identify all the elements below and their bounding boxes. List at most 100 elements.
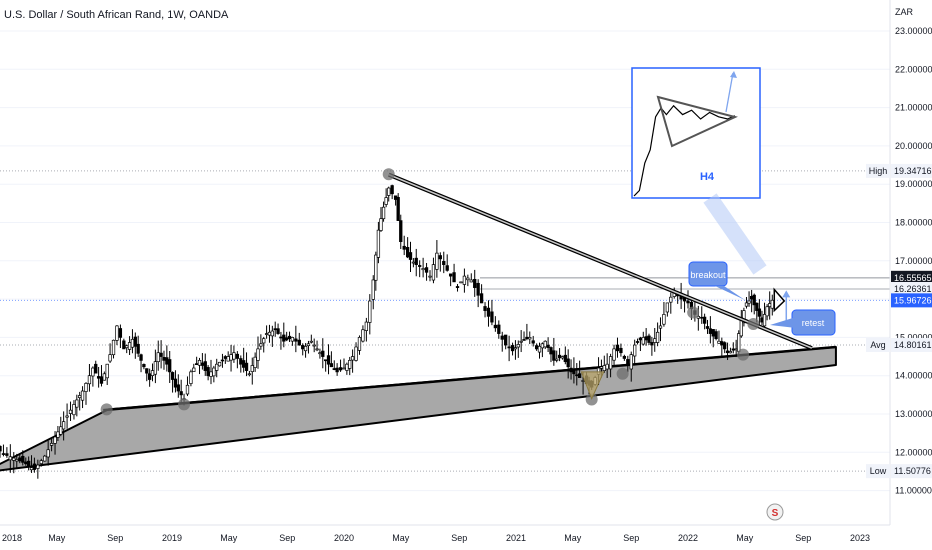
- candle-body: [264, 333, 269, 335]
- candle-body: [486, 307, 491, 317]
- price-label-box: [891, 163, 932, 178]
- candle-body: [217, 361, 222, 367]
- candle-body: [762, 314, 767, 327]
- candle-body: [569, 367, 573, 373]
- x-tick-label: Sep: [451, 533, 467, 543]
- candle-body: [262, 338, 266, 344]
- candle-body: [285, 337, 289, 341]
- candle-body: [768, 303, 772, 307]
- candle-body: [752, 294, 756, 306]
- candle-body: [348, 360, 352, 369]
- candle-body: [402, 245, 406, 250]
- candle-body: [136, 343, 140, 354]
- candle-body: [212, 367, 216, 377]
- candle-body: [507, 346, 511, 349]
- candle-body: [371, 279, 375, 300]
- candle-body: [438, 255, 442, 260]
- inset-price-line: [633, 104, 736, 197]
- candle-body: [714, 331, 718, 340]
- y-tick-label: 18.00000: [895, 218, 932, 228]
- candle-body: [65, 415, 69, 418]
- candle-body: [68, 409, 73, 414]
- candle-body: [755, 302, 759, 311]
- candle-body: [87, 375, 92, 385]
- candle-body: [364, 321, 369, 331]
- candle-body: [0, 445, 2, 452]
- candle-body: [12, 457, 16, 461]
- candle-body: [127, 342, 132, 350]
- candle-body: [80, 390, 85, 401]
- candle-body: [431, 264, 436, 281]
- x-tick-label: May: [392, 533, 410, 543]
- candle-body: [329, 363, 334, 368]
- candle-body: [315, 348, 319, 351]
- candle-body: [723, 342, 727, 350]
- price-label-box: [891, 464, 932, 479]
- candle-body: [455, 286, 460, 288]
- candle-body: [345, 363, 349, 371]
- candle-body: [105, 363, 109, 379]
- candle-body: [396, 197, 400, 221]
- candle-body: [200, 362, 205, 366]
- candle-body: [459, 281, 463, 284]
- candle-body: [206, 367, 210, 377]
- candle-body: [686, 300, 690, 304]
- candle-body: [226, 356, 230, 362]
- price-tag-label: High: [869, 166, 888, 176]
- candle-body: [414, 257, 418, 265]
- candle-body: [626, 359, 630, 365]
- candle-body: [29, 467, 34, 471]
- candle-body: [150, 370, 155, 376]
- candle-body: [669, 296, 673, 303]
- candle-body: [605, 363, 609, 370]
- candle-body: [324, 359, 328, 362]
- candle-body: [641, 337, 645, 345]
- candle-body: [232, 352, 236, 360]
- candle-body: [537, 345, 542, 353]
- candle-body: [282, 334, 286, 342]
- price-tag-box: [866, 337, 890, 352]
- candle-body: [711, 329, 715, 337]
- candle-body: [247, 373, 252, 376]
- price-label-box: [891, 337, 932, 352]
- projection-arrow-head: [782, 290, 791, 298]
- x-tick-label: May: [220, 533, 238, 543]
- candle-body: [662, 314, 666, 325]
- candle-body: [428, 275, 432, 278]
- candle-body: [250, 365, 254, 372]
- candle-body: [742, 310, 746, 324]
- price-label-value: 15.96726: [894, 295, 932, 305]
- price-label-box: [891, 293, 932, 308]
- candle-body: [525, 336, 529, 340]
- candle-body: [608, 356, 613, 370]
- candle-body: [622, 355, 627, 359]
- candle-body: [125, 345, 129, 349]
- candle-body: [647, 335, 651, 343]
- candle-body: [242, 360, 246, 368]
- pivot-marker: [178, 398, 191, 411]
- candle-body: [760, 317, 764, 323]
- candle-body: [253, 356, 257, 368]
- candle-body: [94, 363, 98, 374]
- price-label-value: 11.50776: [894, 466, 931, 476]
- candle-body: [379, 218, 383, 231]
- candle-body: [91, 367, 95, 377]
- y-tick-label: 11.00000: [895, 486, 932, 496]
- candle-body: [581, 380, 585, 382]
- candle-body: [96, 376, 101, 379]
- pivot-marker: [382, 168, 395, 181]
- price-label-value: 16.26361: [894, 284, 932, 294]
- candle-body: [635, 341, 640, 343]
- candle-body: [390, 185, 394, 195]
- candle-body: [321, 350, 325, 357]
- candle-body: [612, 348, 616, 361]
- pivot-marker: [616, 367, 629, 380]
- candle-body: [168, 359, 172, 373]
- h4-inset-panel[interactable]: H4: [631, 67, 767, 275]
- candle-body: [332, 368, 336, 370]
- candle-body: [619, 347, 623, 354]
- annotation-callouts: breakout retest S: [688, 261, 836, 521]
- candle-body: [665, 302, 670, 313]
- candle-body: [326, 355, 331, 365]
